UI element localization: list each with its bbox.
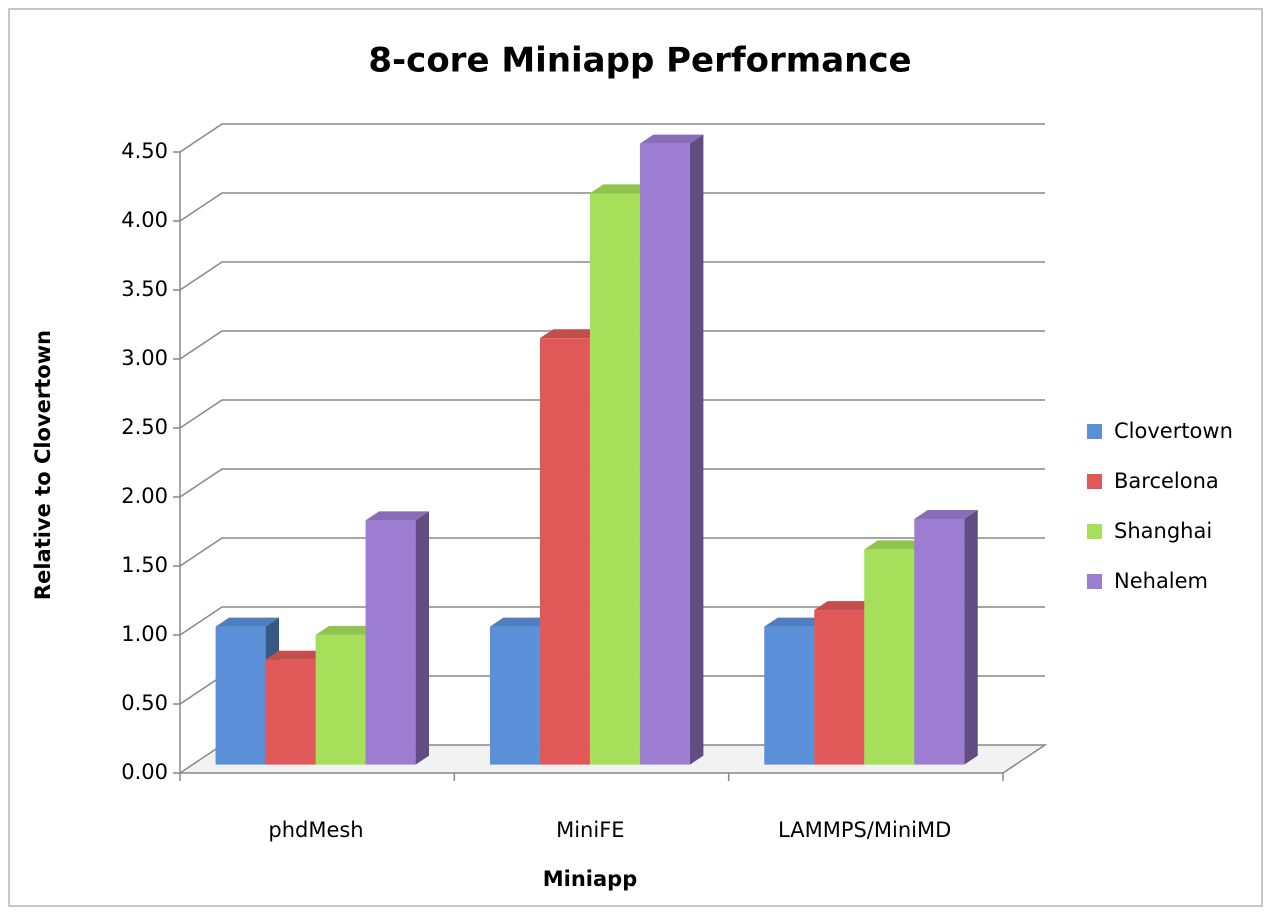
bar-top-shade [265,650,330,660]
bar-top-shade [539,329,604,339]
chart-title: 8-core Miniapp Performance [368,41,911,81]
bar [764,626,815,765]
legend-label: Clovertown [1114,419,1233,443]
legend-swatch [1087,574,1102,589]
bar-side [689,134,704,765]
y-tick-label: 3.00 [121,346,168,370]
legend-swatch [1087,474,1102,489]
bar-top [315,625,380,635]
bar-side-shade [415,511,430,765]
y-tick-label: 0.00 [121,760,168,784]
grid-line [179,123,1045,153]
bar-top-shade [639,134,704,144]
bar-top-shade [914,510,978,519]
x-tick-label: phdMesh [268,818,363,842]
grid-line [179,330,1045,360]
bar-top [764,617,828,627]
y-tick-label: 4.00 [121,208,168,232]
bar-top [589,184,654,194]
bar [215,626,266,765]
bar [265,659,316,765]
bar-side [964,510,978,765]
bar-top-shade [864,540,928,550]
legend-swatch [1087,524,1102,539]
bar-top-shade [589,184,654,194]
legend-label: Barcelona [1114,469,1219,493]
bar-top-shade [315,625,380,635]
y-tick-label: 2.50 [121,415,168,439]
grid-line [179,399,1045,429]
bar-top [914,510,978,519]
y-tick-label: 1.50 [121,553,168,577]
bar [539,338,590,765]
bar-top [489,617,554,627]
bar [489,626,540,765]
grid-line [179,537,1045,567]
y-tick-label: 4.50 [121,139,168,163]
bar-top-shade [365,511,430,521]
bar [639,143,690,765]
y-tick-label: 0.50 [121,691,168,715]
bar [914,518,965,765]
y-tick-label: 2.00 [121,484,168,508]
bar-side-shade [964,510,978,765]
legend-label: Nehalem [1114,569,1208,593]
bar-top [265,650,330,660]
x-tick-label: LAMMPS/MiniMD [778,818,951,842]
y-axis-label: Relative to Clovertown [31,330,55,600]
bar-side [415,511,430,765]
bar [589,193,640,765]
bar-top [639,134,704,144]
x-axis-label: Miniapp [543,867,637,891]
bar-top [215,617,280,627]
grid-line [179,261,1045,291]
x-tick-label: MiniFE [556,818,624,842]
bar-top [539,329,604,339]
bar-top-shade [215,617,280,627]
bar-top [814,601,878,611]
grid-line [179,468,1045,498]
bar-top [864,540,928,550]
bar [864,549,915,765]
legend-label: Shanghai [1114,519,1212,543]
grid-line [179,606,1045,636]
bar [814,610,865,765]
y-tick-label: 3.50 [121,277,168,301]
grid-line [179,192,1045,222]
bar-top-shade [489,617,554,627]
bar-top [365,511,430,521]
bar [315,634,366,765]
y-tick-label: 1.00 [121,622,168,646]
bar-side-shade [689,134,704,765]
bar-top-shade [764,617,828,627]
bar [365,520,416,765]
legend-swatch [1087,424,1102,439]
bar-top-shade [814,601,878,611]
